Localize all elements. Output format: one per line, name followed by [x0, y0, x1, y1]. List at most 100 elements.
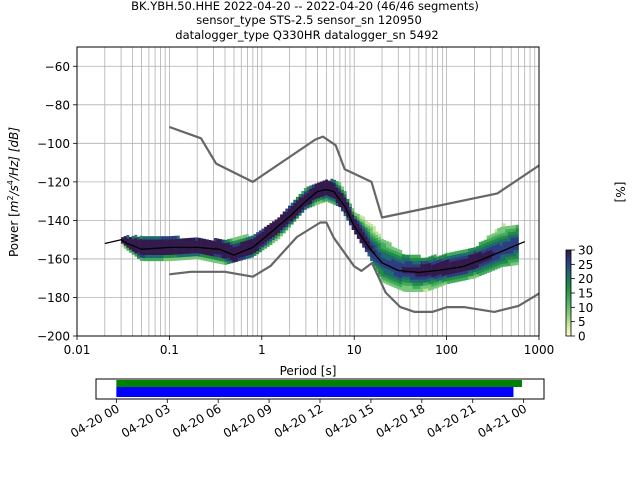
pdf-cell: [515, 249, 519, 253]
pdf-cell: [396, 267, 400, 271]
pdf-cell: [399, 262, 403, 266]
pdf-cell: [192, 246, 196, 251]
pdf-cell: [372, 260, 376, 264]
pdf-cell: [409, 288, 413, 292]
pdf-cell: [216, 241, 220, 246]
pdf-cell: [309, 191, 313, 196]
pdf-cell: [489, 234, 493, 238]
pdf-cell: [433, 275, 437, 280]
colorbar-tick-label: 15: [578, 287, 593, 301]
pdf-cell: [478, 272, 482, 277]
pdf-cell: [425, 260, 429, 264]
pdf-cell: [250, 251, 254, 255]
pdf-cell: [494, 253, 498, 258]
pdf-cell: [216, 260, 220, 264]
pdf-cell: [280, 229, 284, 234]
pdf-cell: [303, 187, 307, 192]
pdf-cell: [386, 244, 389, 248]
pdf-cell: [396, 285, 400, 290]
pdf-cell: [139, 241, 143, 246]
pdf-cell: [359, 215, 363, 219]
pdf-cell: [301, 200, 305, 204]
pdf-cell: [468, 266, 472, 271]
pdf-cell: [158, 239, 162, 243]
pdf-cell: [348, 218, 352, 223]
pdf-cell: [250, 235, 254, 239]
pdf-cell: [163, 248, 167, 252]
pdf-cell: [136, 255, 140, 259]
pdf-cell: [158, 242, 162, 246]
pdf-cell: [229, 256, 233, 261]
pdf-cell: [497, 258, 501, 263]
y-axis: −200 −180 −160 −140 −120 −100 −80 −60: [37, 60, 77, 344]
pdf-cell: [372, 256, 376, 261]
pdf-cell: [176, 257, 180, 261]
pdf-cell: [266, 237, 270, 241]
pdf-cell: [481, 268, 485, 272]
pdf-cell: [393, 263, 397, 267]
pdf-cell: [184, 244, 188, 248]
pdf-cell: [380, 278, 384, 283]
pdf-cell: [452, 257, 456, 262]
pdf-cell: [232, 259, 236, 263]
pdf-cell: [370, 257, 374, 262]
pdf-cell: [155, 257, 159, 262]
pdf-cell: [388, 248, 392, 252]
pdf-cell: [144, 242, 148, 246]
pdf-cell: [417, 288, 421, 292]
pdf-cell: [499, 260, 503, 265]
pdf-cell: [428, 265, 432, 270]
pdf-cell: [370, 230, 374, 234]
pdf-cell: [221, 242, 225, 247]
pdf-cell: [330, 191, 334, 195]
pdf-cell: [364, 230, 368, 234]
pdf-cell: [454, 263, 458, 267]
pdf-cell: [227, 248, 231, 252]
pdf-cell: [425, 266, 429, 271]
pdf-cell: [510, 259, 514, 263]
pdf-cell: [439, 255, 442, 259]
pdf-cell: [388, 263, 392, 268]
pdf-cell: [168, 254, 172, 259]
x-axis-label: Period [s]: [280, 364, 337, 378]
pdf-cell: [152, 248, 156, 252]
pdf-cell: [248, 245, 252, 249]
pdf-cell: [317, 185, 321, 189]
pdf-cell: [333, 186, 336, 190]
pdf-cell: [229, 244, 233, 248]
pdf-cell: [264, 229, 268, 234]
pdf-cell: [264, 242, 268, 246]
pdf-cell: [507, 228, 511, 233]
y-tick-label: −120: [37, 175, 70, 189]
pdf-cell: [356, 213, 360, 218]
pdf-cell: [261, 231, 265, 236]
title-line-2: sensor_type STS-2.5 sensor_sn 120950: [196, 13, 422, 27]
pdf-cell: [428, 274, 432, 279]
pdf-cell: [189, 243, 193, 248]
pdf-cell: [343, 200, 347, 204]
pdf-cell: [367, 240, 371, 245]
pdf-cell: [407, 260, 411, 265]
pdf-cell: [478, 251, 482, 255]
y-tick-label: −160: [37, 252, 70, 266]
pdf-cell: [330, 184, 334, 189]
pdf-cell: [229, 238, 233, 242]
timeline-tick-label: 04-20 12: [272, 401, 326, 440]
pdf-cell: [476, 249, 480, 253]
colorbar-tick-label: 0: [578, 330, 586, 344]
pdf-cell: [460, 268, 464, 272]
pdf-cell: [364, 220, 368, 225]
pdf-cell: [515, 234, 519, 238]
pdf-cell: [462, 255, 466, 260]
pdf-cell: [256, 250, 260, 255]
pdf-cell: [160, 242, 164, 246]
pdf-cell: [499, 263, 503, 268]
pdf-cell: [346, 214, 350, 218]
pdf-cell: [298, 209, 302, 213]
pdf-cell: [375, 234, 379, 238]
x-tick-label: 10: [347, 343, 362, 357]
pdf-cell: [383, 277, 387, 281]
pdf-cell: [470, 250, 474, 255]
pdf-cell: [367, 234, 371, 238]
pdf-cell: [388, 273, 392, 277]
